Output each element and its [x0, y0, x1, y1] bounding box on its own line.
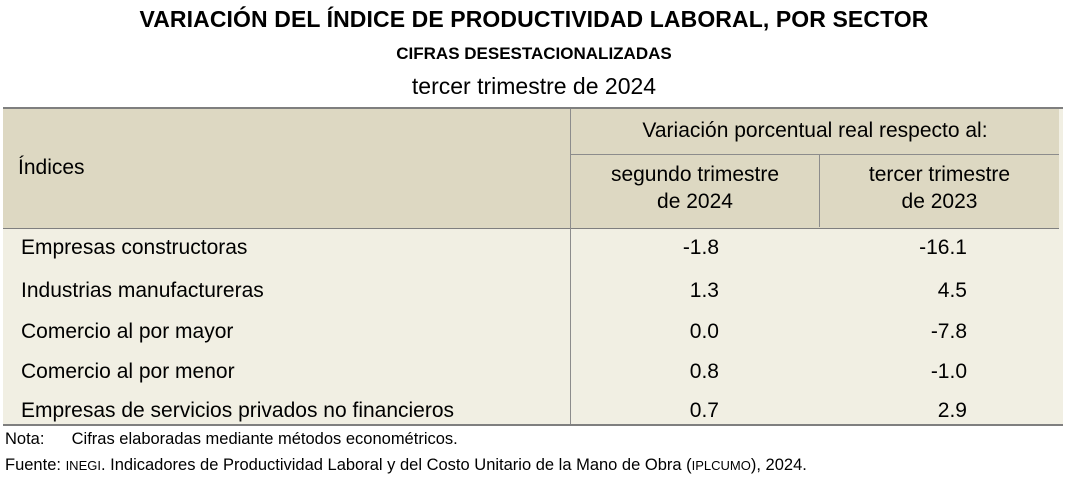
column-header-q3-line1: tercer trimestre [868, 163, 1011, 186]
report-title: VARIACIÓN DEL ÍNDICE DE PRODUCTIVIDAD LA… [139, 6, 929, 32]
source-end: ), 2024. [750, 456, 807, 474]
row-label-empresas-constructoras: Empresas constructoras [21, 236, 248, 259]
table-header [3, 109, 1059, 229]
source-label: Fuente: [5, 456, 61, 474]
column-header-q3-line2: de 2023 [901, 190, 978, 213]
source-text: . Indicadores de Productividad Laboral y… [100, 456, 692, 474]
value-q3-comercio-menor: -1.0 [930, 360, 967, 383]
report-subtitle: CIFRAS DESESTACIONALIZADAS [396, 44, 672, 63]
note-label: Nota: [5, 430, 45, 448]
row-label-servicios-privados: Empresas de servicios privados no financ… [21, 399, 455, 422]
value-q2-servicios-privados: 0.7 [689, 399, 719, 422]
productivity-table: Índices Variación porcentual real respec… [3, 107, 1063, 426]
source-acronym: IPLCUMO [691, 458, 751, 473]
value-q3-comercio-mayor: -7.8 [930, 320, 967, 343]
report-period: tercer trimestre de 2024 [411, 73, 657, 99]
value-q3-industrias-manufactureras: 4.5 [937, 279, 967, 302]
subcolumn-divider [819, 154, 820, 227]
column-header-q2-line2: de 2024 [657, 190, 733, 213]
value-q3-servicios-privados: 2.9 [937, 399, 967, 422]
value-q2-comercio-mayor: 0.0 [689, 320, 719, 343]
row-label-industrias-manufactureras: Industrias manufactureras [21, 279, 264, 302]
value-q2-empresas-constructoras: -1.8 [682, 236, 719, 259]
group-header-label: Variación porcentual real respecto al: [642, 119, 988, 142]
column-header-q2-line1: segundo trimestre [610, 163, 780, 186]
note-line: Nota: Cifras elaboradas mediante métodos… [5, 430, 458, 449]
value-q2-industrias-manufactureras: 1.3 [689, 279, 719, 302]
row-header-label: Índices [18, 156, 85, 179]
row-label-comercio-menor: Comercio al por menor [21, 360, 235, 383]
note-text: Cifras elaboradas mediante métodos econo… [71, 430, 458, 448]
value-q2-comercio-menor: 0.8 [689, 360, 719, 383]
source-org: INEGI [65, 458, 101, 473]
value-q3-empresas-constructoras: -16.1 [919, 236, 967, 259]
group-header-divider [570, 154, 1059, 155]
row-label-comercio-mayor: Comercio al por mayor [21, 320, 234, 343]
column-divider [570, 109, 571, 424]
source-line: Fuente: INEGI. Indicadores de Productivi… [5, 456, 807, 475]
